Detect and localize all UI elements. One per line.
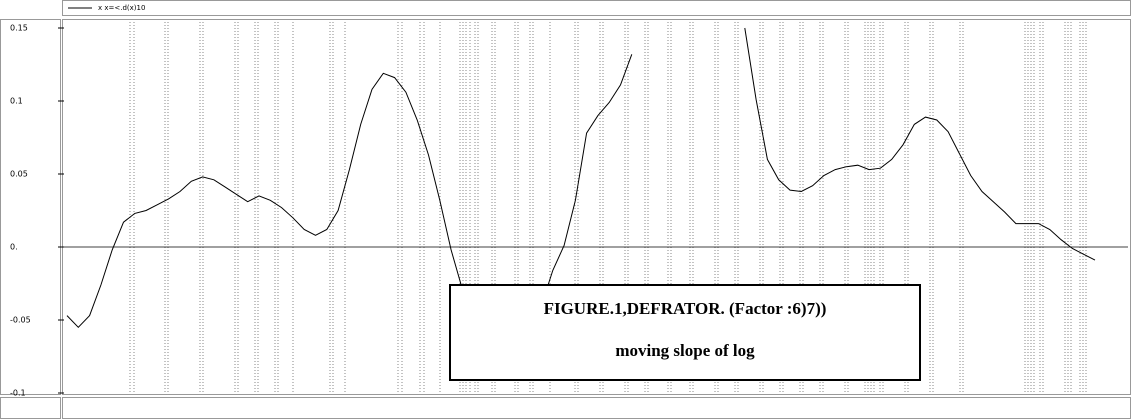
annotation-subtitle: moving slope of log — [615, 341, 755, 360]
annotation-title: FIGURE.1,DEFRATOR. (Factor :6)7)) — [544, 299, 827, 318]
y-tick-label: -0.05 — [10, 316, 31, 325]
corner-panel — [0, 397, 61, 419]
y-tick-label: -0.1 — [10, 389, 26, 398]
y-tick-label: 0.1 — [10, 97, 23, 106]
legend-box — [62, 0, 1131, 16]
y-tick-label: 0.15 — [10, 24, 28, 33]
x-axis-panel — [62, 397, 1131, 419]
legend-label: x x=<.d(x)10 — [98, 4, 145, 12]
y-tick-label: 0. — [10, 243, 18, 252]
annotation-box — [449, 284, 921, 381]
y-axis-panel — [0, 19, 61, 395]
y-tick-label: 0.05 — [10, 170, 28, 179]
